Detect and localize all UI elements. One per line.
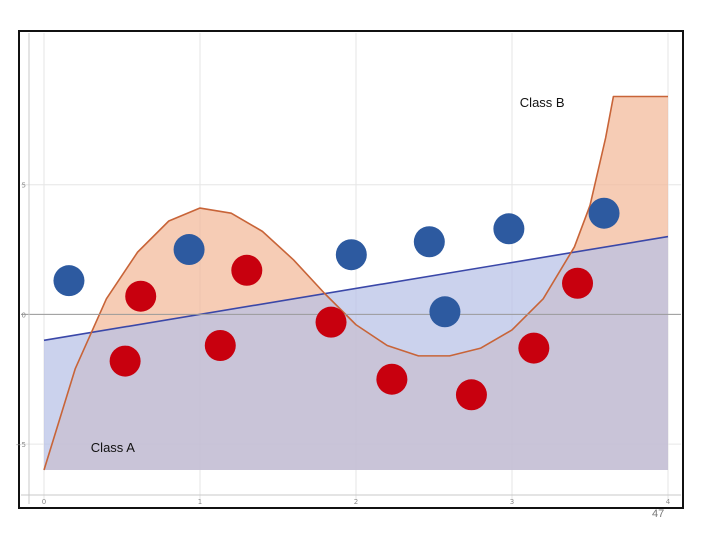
point-class-a bbox=[455, 379, 487, 411]
data-points bbox=[53, 197, 620, 411]
point-class-a bbox=[562, 267, 594, 299]
y-tick-label: 5 bbox=[22, 182, 26, 190]
point-class-b bbox=[588, 197, 620, 229]
linear-boundary-line bbox=[43, 235, 669, 342]
annotation-class-b: Class B bbox=[520, 95, 565, 110]
point-class-a bbox=[315, 306, 347, 338]
decision-regions bbox=[44, 96, 668, 470]
point-class-b bbox=[335, 239, 367, 271]
x-tick-label: 4 bbox=[666, 498, 671, 506]
region-linear-boundary bbox=[44, 236, 668, 470]
point-class-b bbox=[413, 226, 445, 258]
point-class-a bbox=[204, 330, 236, 361]
annotation-class-a: Class A bbox=[91, 440, 135, 455]
point-class-b bbox=[53, 265, 85, 297]
y-tick-label: −5 bbox=[16, 441, 26, 449]
page-number: 47 bbox=[652, 508, 665, 520]
point-class-a bbox=[109, 345, 141, 377]
y-tick-label: 0 bbox=[22, 311, 26, 319]
point-class-a bbox=[231, 254, 263, 286]
polynomial-boundary-line bbox=[43, 95, 668, 471]
annotations: Class B Class A bbox=[91, 95, 565, 455]
x-tick-label: 2 bbox=[354, 498, 358, 506]
point-class-a bbox=[518, 332, 550, 364]
point-class-a bbox=[376, 363, 408, 395]
point-class-b bbox=[429, 296, 461, 328]
point-class-a bbox=[125, 280, 157, 312]
x-tick-label: 3 bbox=[510, 498, 514, 506]
point-class-b bbox=[493, 213, 525, 245]
x-tick-label: 0 bbox=[42, 498, 46, 506]
x-tick-label: 1 bbox=[198, 498, 202, 506]
point-class-b bbox=[173, 234, 205, 266]
boundary-lines bbox=[43, 95, 669, 471]
axes: 0 1 2 3 4 −5 0 5 bbox=[16, 33, 681, 506]
